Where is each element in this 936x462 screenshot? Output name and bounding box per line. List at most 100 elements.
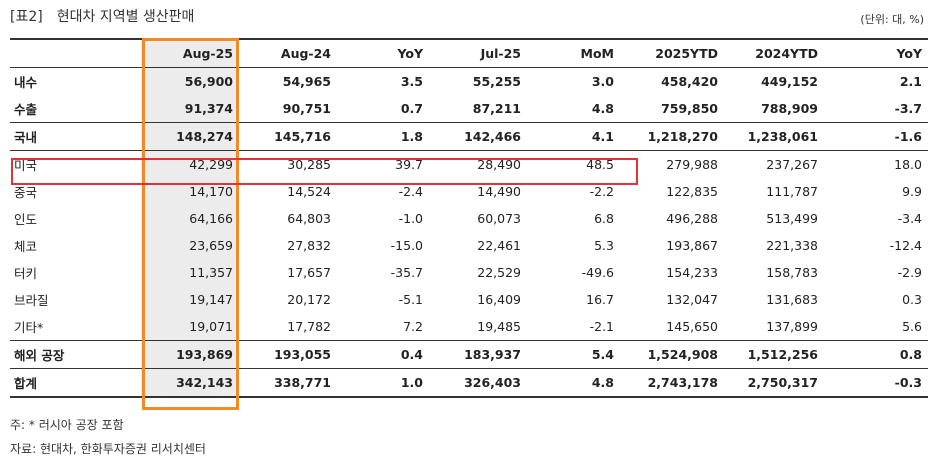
table-cell: 7.2 [403,319,423,334]
table-cell: 16.7 [586,292,614,307]
col-header-mom: MoM [527,38,620,68]
table-cell: 20,172 [287,292,331,307]
row-label: 터키 [14,266,38,281]
table-row: 브라질 19,147 20,172 -5.1 16,409 16.7 132,047 131,… [10,286,928,313]
table-cell: 4.8 [527,368,620,398]
table-cell: 22,461 [477,238,521,253]
table-cell: 2,743,178 [620,368,724,398]
col-header-aug25: Aug-25 [141,38,239,68]
table-cell: 5.6 [902,319,922,334]
table-cell: 326,403 [429,368,527,398]
table-row: 기타* 19,071 17,782 7.2 19,485 -2.1 145,650 137,8… [10,313,928,341]
table-cell: -2.4 [398,184,423,199]
table-cell: 22,529 [477,265,521,280]
col-header-jul25: Jul-25 [429,38,527,68]
table-cell: 2.1 [899,74,922,89]
table-cell: 1.8 [337,122,429,151]
col-header-ytd-yoy: YoY [824,38,928,68]
table-cell: 14,170 [141,178,239,205]
col-header-2025ytd: 2025YTD [620,38,724,68]
source-note: 자료: 현대차, 한화투자증권 리서치센터 [10,442,206,456]
table-cell: 148,274 [141,122,239,151]
table-cell: -3.7 [894,101,922,116]
table-cell: 2,750,317 [724,368,824,398]
table-cell: 122,835 [666,184,718,199]
table-row: 중국 14,170 14,524 -2.4 14,490 -2.2 122,835 111,7… [10,178,928,205]
table-cell: 27,832 [287,238,331,253]
col-header-2024ytd: 2024YTD [724,38,824,68]
table-cell: 56,900 [141,67,239,95]
table-cell: -35.7 [390,265,423,280]
table-cell: 23,659 [141,232,239,259]
table-cell: 3.5 [400,74,423,89]
table-cell: 111,787 [766,184,818,199]
table-cell: 19,071 [141,313,239,341]
col-header-yoy: YoY [337,38,429,68]
table-cell: -2.2 [589,184,614,199]
table-cell: 6.8 [594,211,614,226]
table-cell: 131,683 [766,292,818,307]
row-label: 체코 [14,239,38,254]
table-cell: 14,490 [477,184,521,199]
table-cell: -3.4 [897,211,922,226]
table-title: [표2] 현대차 지역별 생산판매 [10,6,194,26]
table-cell: -0.3 [824,368,928,398]
table-cell: 193,869 [141,340,239,369]
table-cell: 3.0 [591,74,614,89]
table-row: 터키 11,357 17,657 -35.7 22,529 -49.6 154,233 158… [10,259,928,286]
table-cell: 0.3 [902,292,922,307]
table-cell: -2.1 [589,319,614,334]
table-cell: -5.1 [398,292,423,307]
table-cell: 1,524,908 [620,340,724,369]
header-row: Aug-25 Aug-24 YoY Jul-25 MoM 2025YTD 202… [10,38,928,68]
table-cell: 4.8 [591,101,614,116]
table-row: 인도 64,166 64,803 -1.0 60,073 6.8 496,288 513,49… [10,205,928,232]
table-cell: 91,374 [141,95,239,123]
table-cell: 338,771 [239,368,337,398]
table-cell: 193,867 [666,238,718,253]
row-label: 국내 [10,122,141,151]
table-cell: 64,166 [141,205,239,232]
table-cell: 19,147 [141,286,239,313]
row-label: 중국 [14,185,38,200]
table-cell: 42,299 [141,150,239,178]
row-label: 인도 [14,212,38,227]
footnote: 주: * 러시아 공장 포함 [10,418,124,432]
table-cell: 449,152 [761,74,818,89]
table-cell: 158,783 [766,265,818,280]
col-header-region [10,38,141,68]
col-header-aug24: Aug-24 [239,38,337,68]
table-cell: 1.0 [337,368,429,398]
row-label: 합계 [10,368,141,398]
table-cell: 513,499 [766,211,818,226]
table-cell: -49.6 [581,265,614,280]
table-cell: 145,716 [239,122,337,151]
table-cell: 14,524 [287,184,331,199]
row-label: 해외 공장 [10,340,141,369]
unit-label: (단위: 대, %) [860,13,924,26]
table-cell: 30,285 [239,150,337,178]
row-label: 미국 [10,150,141,178]
table-row: 수출 91,374 90,751 0.7 87,211 4.8 759,850 788,909… [10,95,928,123]
table-cell: -1.6 [824,122,928,151]
table-tag: [표2] [10,9,43,25]
table-cell: -15.0 [390,238,423,253]
table-row: 국내 148,274 145,716 1.8 142,466 4.1 1,218,270 1,… [10,122,928,151]
table-cell: -2.9 [897,265,922,280]
table-cell: 0.8 [824,340,928,369]
table-cell: 4.1 [527,122,620,151]
table-cell: 788,909 [761,101,818,116]
table-cell: 9.9 [902,184,922,199]
table-cell: 18.0 [824,150,928,178]
table-title-text: 현대차 지역별 생산판매 [56,9,195,25]
table-row: 합계 342,143 338,771 1.0 326,403 4.8 2,743,178 2,… [10,368,928,398]
table-cell: -1.0 [398,211,423,226]
table-cell: 193,055 [239,340,337,369]
table-cell: 0.7 [400,101,423,116]
row-label: 수출 [14,102,38,117]
table-cell: 90,751 [282,101,331,116]
table-cell: 28,490 [429,150,527,178]
table-cell: 342,143 [141,368,239,398]
table-cell: 0.4 [337,340,429,369]
table-row: 해외 공장 193,869 193,055 0.4 183,937 5.4 1,524,90… [10,340,928,369]
